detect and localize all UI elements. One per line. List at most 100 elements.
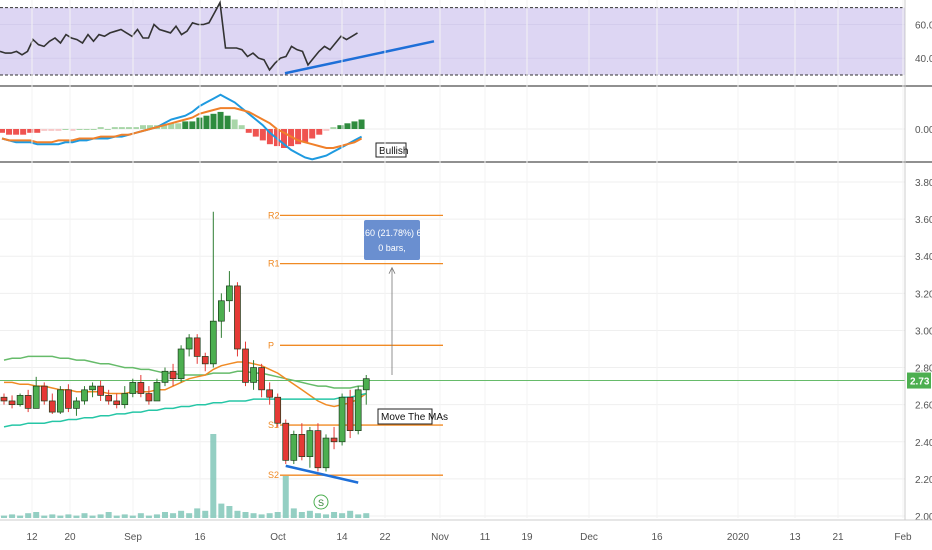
measure-text: 0.60 (21.78%) 60 [357, 228, 426, 238]
rsi-trendline [284, 40, 435, 75]
candle-body [137, 382, 145, 394]
event-marker-label: S [318, 498, 324, 508]
candle-body [113, 400, 121, 406]
candle-body [218, 300, 225, 322]
pivot-label: P [268, 340, 274, 350]
macd-histogram-bar [309, 129, 316, 139]
volume-bar [331, 512, 338, 518]
macd-histogram-bar [111, 127, 118, 129]
volume-bar [105, 512, 112, 518]
macd-histogram-bar [245, 129, 252, 133]
candle-body [16, 395, 24, 406]
macd-histogram-bar [161, 125, 168, 129]
macd-tick-label: 0.00 [915, 125, 932, 136]
time-tick-label: Dec [580, 532, 598, 543]
volume-bar [97, 514, 104, 518]
volume-bar [274, 512, 281, 518]
volume-bar [282, 476, 289, 518]
volume-bar [290, 508, 297, 518]
volume-bar [218, 503, 225, 518]
candle-body [8, 400, 16, 406]
candle-body [97, 385, 104, 396]
macd-histogram-bar [210, 113, 217, 129]
volume-bar [339, 513, 346, 518]
pivot-label: R2 [268, 210, 280, 220]
candle-body [314, 430, 322, 469]
volume-bar [250, 513, 257, 518]
candle-body [322, 437, 330, 469]
time-tick-label: 11 [480, 532, 491, 543]
macd-histogram-bar [302, 129, 309, 143]
candle-body [89, 385, 96, 391]
volume-bar [113, 515, 120, 518]
bullish-label-box [375, 142, 407, 158]
candle-body [193, 337, 201, 357]
pivot-label: S2 [268, 470, 279, 480]
rsi-tick-label: 40.00 [915, 54, 932, 65]
macd-histogram-bar [295, 129, 302, 145]
macd-histogram-bar [231, 119, 238, 129]
time-tick-label: 19 [521, 532, 533, 543]
candle-body [362, 378, 370, 391]
price-tick-label: 3.20 [915, 289, 932, 300]
time-tick-label: 14 [336, 532, 348, 543]
macd-histogram-bar [140, 125, 146, 129]
macd-histogram-bar [125, 127, 132, 129]
annotation-box [377, 408, 433, 425]
macd-histogram-bar [196, 117, 203, 129]
price-panel[interactable]: R2 R1 P S1 S2 [0, 0, 905, 518]
time-axis[interactable]: 12 20 Sep 16 Oct 14 22 Nov 11 19 Dec 16 2020 13 21 Feb [0, 519, 932, 543]
candle-body [40, 385, 48, 402]
macd-histogram-bar [6, 129, 13, 135]
candle-body [65, 389, 72, 409]
macd-panel[interactable]: Bullish [0, 93, 932, 163]
candle-body [201, 356, 209, 365]
time-tick-label: 20 [64, 532, 76, 543]
drawing-overlays[interactable]: 0.60 (21.78%) 60 0 bars, Move The MAs S [285, 220, 448, 510]
volume-bar [1, 515, 7, 518]
event-marker [313, 494, 329, 510]
macd-histogram-bar [168, 123, 175, 129]
rsi-line [0, 0, 358, 72]
volume-bar [258, 514, 265, 518]
time-tick-label: Nov [431, 532, 449, 543]
time-tick-label: 21 [832, 532, 844, 543]
volume-bar [65, 514, 72, 518]
candle-body [48, 400, 56, 413]
candle-body [129, 382, 137, 394]
moving-average-line [3, 355, 367, 389]
macd-histogram-bar [90, 129, 97, 130]
candle-body [298, 434, 306, 457]
macd-signal-line [1, 107, 363, 149]
candle-body [81, 389, 88, 402]
price-tick-label: 2.20 [915, 475, 932, 486]
volume-bar [363, 513, 370, 518]
volume-bar [306, 510, 313, 518]
price-axis[interactable]: 60.00 40.00 0.00 3.80 3.60 3.40 3.20 3.00 2.80 2.… [904, 0, 932, 523]
volume-bar [145, 515, 152, 518]
price-tick-label: 3.80 [915, 178, 932, 189]
candle-body [73, 400, 80, 409]
last-price-label: 2.73 [910, 377, 930, 388]
candle-body [330, 437, 338, 443]
volume-bar [242, 512, 249, 518]
rsi-panel[interactable] [0, 0, 932, 87]
volume-bar [314, 513, 321, 518]
price-tick-label: 3.40 [915, 252, 932, 263]
volume-bar [49, 514, 56, 518]
macd-histogram-bar [48, 129, 55, 131]
volume-bar [178, 510, 185, 518]
volume-bar [57, 515, 64, 518]
candle-body [338, 396, 346, 443]
candle-body [242, 348, 249, 383]
macd-histogram-bar [337, 125, 344, 129]
time-tick-label: 12 [26, 532, 38, 543]
candle-body [121, 393, 129, 406]
candle-body [153, 382, 161, 402]
candle-body [258, 367, 265, 391]
measure-arrow-head [388, 266, 396, 274]
volume-bar [162, 512, 168, 518]
macd-histogram-bar [27, 129, 34, 133]
time-tick-label: 16 [194, 532, 206, 543]
